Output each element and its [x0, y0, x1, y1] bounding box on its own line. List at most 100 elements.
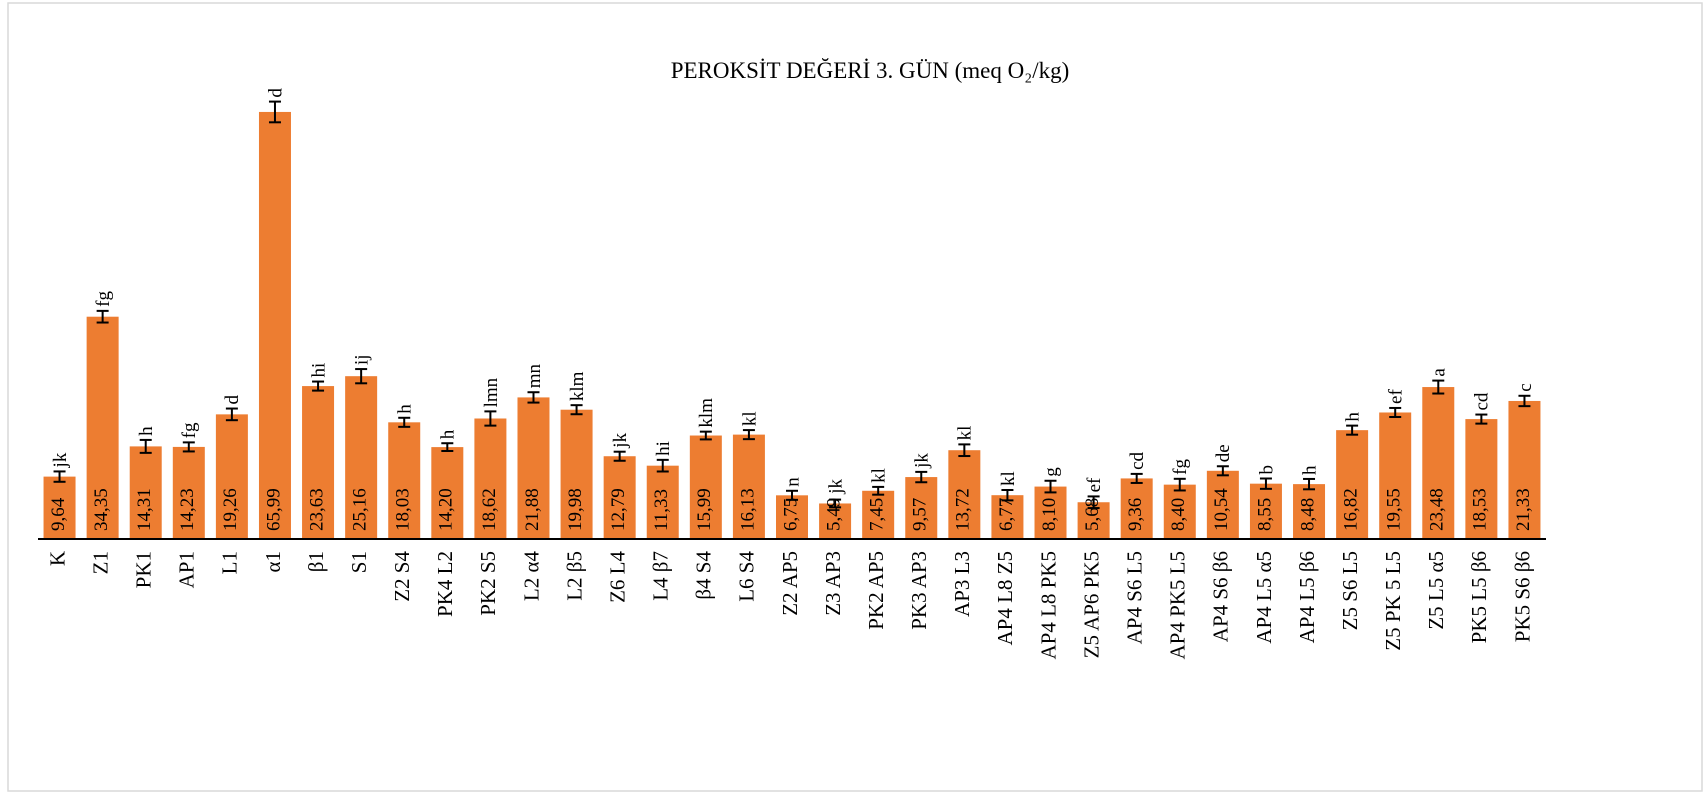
- bar: [302, 386, 335, 539]
- significance-letter: n: [782, 477, 803, 487]
- x-tick-label: L2 β5: [562, 551, 586, 601]
- value-label: 34,35: [91, 488, 112, 531]
- bar: [560, 409, 593, 539]
- x-tick-label: PK4 L2: [433, 551, 457, 617]
- value-label: 5,68: [1082, 498, 1103, 531]
- significance-letter: fg: [93, 291, 114, 307]
- significance-letter: klm: [567, 371, 588, 401]
- value-label: 23,48: [1427, 488, 1448, 531]
- value-label: 7,45: [867, 498, 888, 531]
- x-tick-label: Z3 AP3: [821, 551, 845, 616]
- bar: [1422, 387, 1455, 539]
- value-label: 8,48: [1297, 498, 1318, 531]
- value-label: 9,64: [48, 497, 69, 531]
- significance-letter: a: [1429, 368, 1450, 377]
- x-tick-label: PK5 S6 β6: [1510, 551, 1534, 642]
- value-label: 6,75: [780, 498, 801, 531]
- significance-letter: ij: [352, 354, 373, 365]
- value-label: 13,72: [953, 488, 974, 531]
- x-tick-label: PK2 AP5: [864, 551, 888, 630]
- significance-letter: d: [265, 88, 286, 98]
- bar: [1379, 412, 1412, 539]
- significance-letter: kl: [998, 471, 1019, 486]
- x-tick-label: Z5 S6 L5: [1338, 551, 1362, 630]
- bar: [646, 465, 679, 539]
- value-label: 19,26: [220, 488, 241, 531]
- significance-letter: c: [1515, 383, 1536, 391]
- x-tick-label: α1: [261, 551, 285, 573]
- bar: [1508, 400, 1541, 539]
- significance-letter: h: [438, 429, 459, 439]
- x-tick-label: L6 S4: [735, 551, 759, 602]
- bar: [43, 476, 76, 539]
- value-label: 8,55: [1254, 498, 1275, 531]
- x-tick-label: L1: [218, 551, 242, 574]
- x-tick-label: AP4 PK5 L5: [1166, 551, 1190, 660]
- value-label: 6,77: [996, 498, 1017, 531]
- x-tick-label: Z5 AP6 PK5: [1079, 551, 1103, 658]
- significance-letter: jk: [50, 452, 71, 468]
- x-tick-label: Z1: [88, 551, 112, 574]
- x-tick-label: L4 β7: [649, 551, 673, 601]
- significance-letter: d: [222, 395, 243, 405]
- bar: [388, 422, 421, 539]
- bar: [905, 477, 938, 539]
- significance-letter: h: [1299, 465, 1320, 475]
- x-tick-label: PK1: [132, 551, 156, 588]
- value-label: 21,88: [522, 488, 543, 531]
- value-label: 16,82: [1340, 488, 1361, 531]
- x-tick-label: PK2 S5: [476, 551, 500, 616]
- value-label: 14,31: [134, 488, 155, 531]
- x-tick-label: Z5 PK 5 L5: [1381, 551, 1405, 651]
- bar: [862, 490, 895, 539]
- x-tick-label: β1: [304, 551, 328, 572]
- value-label: 18,03: [393, 488, 414, 531]
- significance-letter: h: [395, 404, 416, 414]
- chart-title: PEROKSİT DEĞERİ 3. GÜN (meq O₂/kg): [671, 58, 1070, 83]
- value-label: 8,40: [1168, 498, 1189, 531]
- x-tick-label: AP4 L8 Z5: [993, 551, 1017, 646]
- x-tick-label: PK5 L5 β6: [1467, 551, 1491, 643]
- bar: [1120, 478, 1153, 539]
- x-tick-label: Z2 S4: [390, 551, 414, 602]
- bar: [603, 456, 636, 539]
- value-label: 25,16: [350, 488, 371, 531]
- x-tick-label: L2 α4: [519, 551, 543, 602]
- bar: [345, 376, 378, 539]
- value-label: 23,63: [306, 488, 327, 531]
- significance-letter: kl: [955, 426, 976, 441]
- value-label: 18,62: [479, 488, 500, 531]
- bar: [258, 111, 291, 539]
- x-tick-label: AP1: [175, 551, 199, 588]
- bar: [474, 418, 507, 539]
- x-tick-label: AP4 L5 β6: [1295, 551, 1319, 643]
- value-label: 8,10: [1039, 498, 1060, 531]
- significance-letter: jk: [610, 432, 631, 448]
- bar: [948, 450, 981, 539]
- significance-letter: lmn: [481, 377, 502, 407]
- value-label: 14,20: [436, 488, 457, 531]
- bar: [172, 446, 205, 539]
- significance-letter: kl: [739, 411, 760, 426]
- value-label: 5,49: [823, 498, 844, 531]
- x-tick-label: K: [45, 551, 69, 566]
- significance-letter: hi: [308, 363, 329, 378]
- bar: [1336, 430, 1369, 539]
- x-tick-label: Z6 L4: [605, 551, 629, 603]
- bar: [86, 316, 119, 539]
- significance-letter: mn: [524, 363, 545, 388]
- significance-letter: cd: [1472, 392, 1493, 410]
- x-tick-label: AP4 L8 PK5: [1036, 551, 1060, 660]
- significance-letter: cd: [1127, 451, 1148, 469]
- bar: [215, 414, 248, 539]
- value-label: 21,33: [1513, 488, 1534, 531]
- bar: [991, 495, 1024, 539]
- value-label: 19,98: [565, 488, 586, 531]
- x-tick-label: AP4 S6 L5: [1122, 551, 1146, 644]
- bar: [431, 447, 464, 539]
- significance-letter: fg: [179, 422, 200, 438]
- x-tick-label: AP4 S6 β6: [1209, 551, 1233, 642]
- x-tick-label: Z5 L5 α5: [1424, 551, 1448, 630]
- significance-letter: ef: [1386, 389, 1407, 404]
